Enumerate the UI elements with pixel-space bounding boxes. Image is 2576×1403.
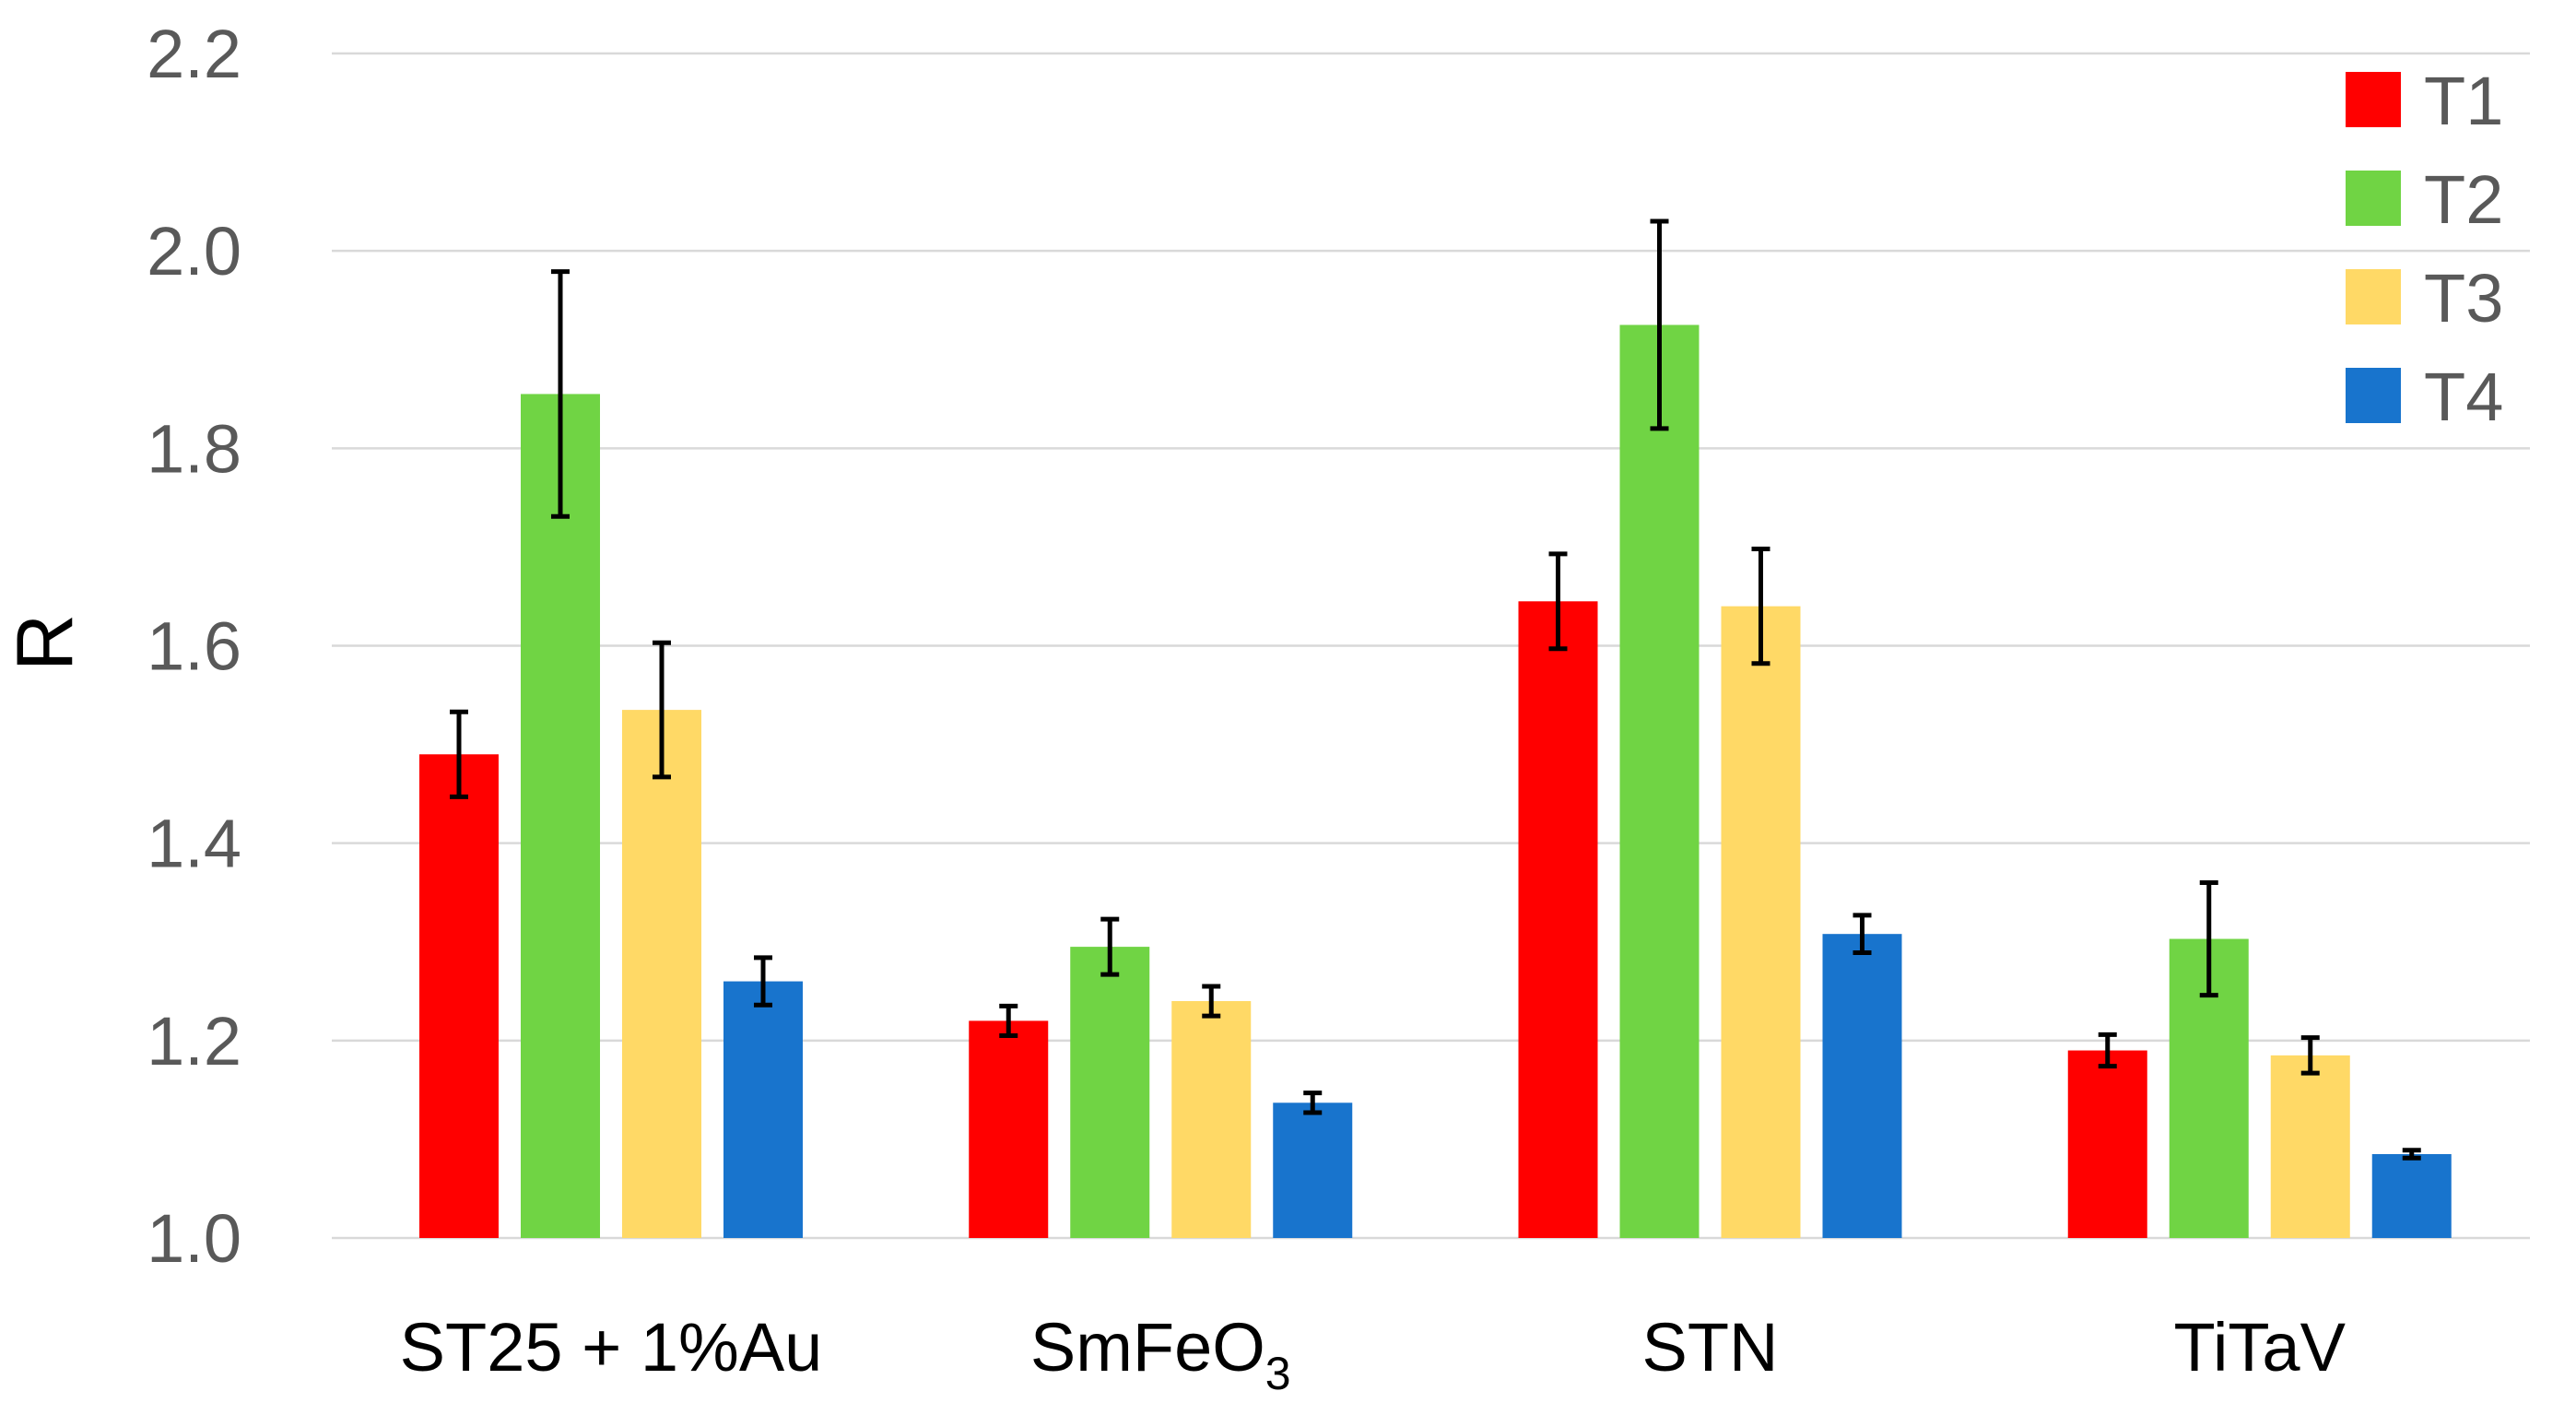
bar-t4-1 [723,981,803,1238]
legend-label-t4: T4 [2424,359,2503,435]
y-tick-label: 1.4 [147,806,241,882]
bar-t3-2 [1171,1001,1252,1238]
y-tick-label: 1.6 [147,608,241,685]
y-axis-ticks: 1.0 1.2 1.4 1.6 1.8 2.0 2.2 [147,16,241,1277]
bar-t1-3 [1518,601,1598,1238]
bars [419,324,2452,1239]
y-tick-label: 2.2 [147,16,241,92]
legend-swatch-t1 [2346,72,2401,127]
y-tick-label: 2.0 [147,213,241,289]
bar-t4-4 [2371,1153,2452,1238]
bar-t2-3 [1619,324,1700,1239]
legend: T1 T2 T3 T4 [2346,63,2503,435]
legend-label-t2: T2 [2424,161,2503,238]
legend-swatch-t4 [2346,368,2401,423]
bar-t2-1 [521,394,600,1238]
bar-t2-2 [1070,947,1150,1238]
category-label: SmFeO3 [1030,1309,1291,1399]
bar-t4-2 [1273,1102,1353,1238]
x-axis-categories: ST25 + 1%Au SmFeO3 STN TiTaV [400,1309,2347,1399]
bar-t3-1 [622,710,701,1238]
y-tick-label: 1.2 [147,1003,241,1079]
legend-swatch-t3 [2346,269,2401,324]
legend-label-t3: T3 [2424,260,2503,336]
y-tick-label: 1.8 [147,410,241,487]
legend-label-t1: T1 [2424,63,2503,139]
bar-t3-4 [2270,1055,2350,1238]
bar-t1-1 [419,754,499,1238]
category-label: TiTaV [2174,1309,2347,1385]
bar-t1-4 [2067,1050,2147,1238]
bar-t4-3 [1822,934,1902,1238]
y-axis-label: R [1,614,89,671]
error-bars [450,218,2421,1161]
category-label: ST25 + 1%Au [400,1309,823,1385]
bar-t1-2 [969,1020,1049,1238]
bar-t3-3 [1721,606,1801,1238]
category-label: STN [1642,1309,1779,1385]
legend-swatch-t2 [2346,171,2401,226]
y-tick-label: 1.0 [147,1200,241,1277]
